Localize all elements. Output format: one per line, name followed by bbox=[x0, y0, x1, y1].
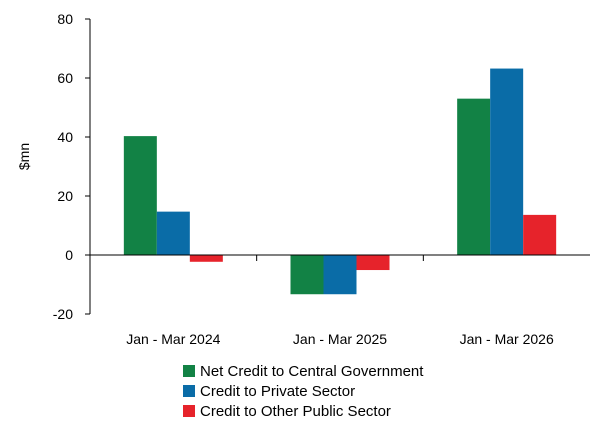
x-category-labels: Jan - Mar 2024 Jan - Mar 2025 Jan - Mar 20… bbox=[126, 331, 554, 347]
legend-label: Net Credit to Central Government bbox=[200, 362, 424, 380]
legend-swatch bbox=[183, 365, 195, 377]
bar bbox=[323, 255, 357, 295]
bar bbox=[189, 255, 223, 262]
legend-label: Credit to Other Public Sector bbox=[200, 402, 391, 420]
bars bbox=[123, 68, 557, 295]
x-category-label: Jan - Mar 2025 bbox=[293, 331, 387, 347]
x-category-label: Jan - Mar 2024 bbox=[126, 331, 220, 347]
y-tick-labels: -20 0 20 40 60 80 bbox=[53, 11, 73, 322]
bar bbox=[123, 136, 157, 255]
bar bbox=[457, 98, 491, 256]
y-tick-label: 40 bbox=[57, 129, 73, 145]
bar bbox=[356, 255, 390, 271]
y-axis-title: $mn bbox=[16, 143, 32, 170]
y-tick-label: 60 bbox=[57, 70, 73, 86]
y-tick-label: -20 bbox=[53, 306, 73, 322]
bar bbox=[290, 255, 324, 295]
legend-item: Net Credit to Central Government bbox=[183, 361, 423, 381]
legend-swatch bbox=[183, 385, 195, 397]
legend-label: Credit to Private Sector bbox=[200, 382, 356, 400]
legend-swatch bbox=[183, 405, 195, 417]
bar bbox=[156, 211, 190, 255]
y-tick-label: 0 bbox=[65, 247, 73, 263]
legend-item: Credit to Other Public Sector bbox=[183, 401, 423, 421]
x-category-label: Jan - Mar 2026 bbox=[460, 331, 554, 347]
x-axis bbox=[90, 254, 590, 261]
legend-item: Credit to Private Sector bbox=[183, 381, 423, 401]
bar bbox=[490, 68, 524, 255]
bar bbox=[523, 214, 557, 255]
y-tick-label: 20 bbox=[57, 188, 73, 204]
y-tick-label: 80 bbox=[57, 11, 73, 27]
y-axis bbox=[85, 18, 91, 315]
legend: Net Credit to Central Government Credit t… bbox=[183, 361, 423, 421]
